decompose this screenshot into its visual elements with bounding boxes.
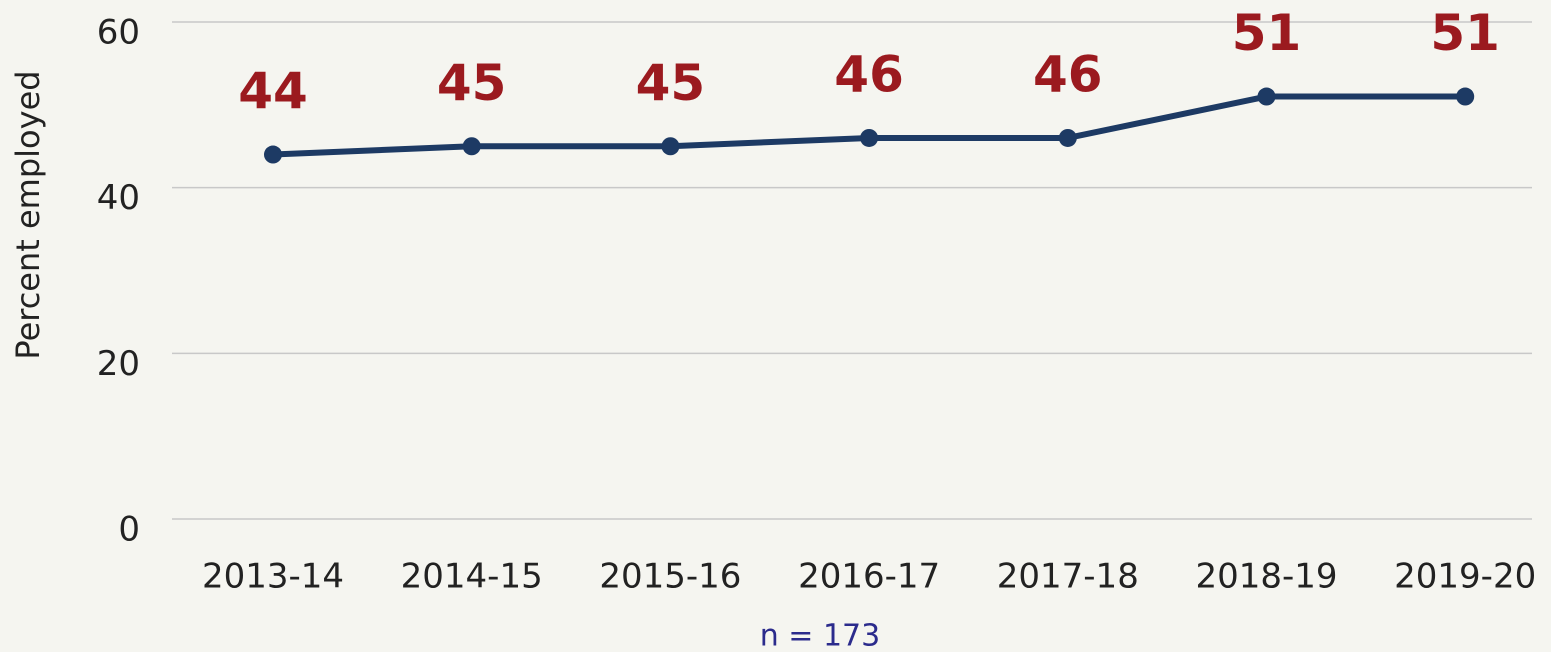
point xyxy=(264,145,282,164)
x-tick-label: 2013-14 xyxy=(202,557,344,597)
note: n = 173 xyxy=(760,619,880,652)
x-tick-label: 2018-19 xyxy=(1195,557,1337,597)
point xyxy=(1058,128,1077,147)
y-tick-label: 20 xyxy=(97,344,140,384)
x-tick-label: 2019-20 xyxy=(1394,557,1536,597)
y-tick-label: 60 xyxy=(97,13,140,53)
data-label: 46 xyxy=(834,45,904,103)
y-tick-label: 40 xyxy=(97,178,140,218)
x-tick-label: 2016-17 xyxy=(798,557,940,597)
y-axis-label: Percent employed xyxy=(9,70,47,359)
point xyxy=(1257,87,1276,106)
x-tick-label: 2014-15 xyxy=(401,557,543,597)
point xyxy=(860,128,879,147)
y-tick-label: 0 xyxy=(118,510,140,550)
point xyxy=(1456,87,1475,106)
point xyxy=(462,137,481,156)
data-label: 46 xyxy=(1033,45,1103,103)
data-label: 51 xyxy=(1430,4,1500,62)
x-tick-label: 2015-16 xyxy=(599,557,741,597)
x-tick-label: 2017-18 xyxy=(997,557,1139,597)
data-label: 45 xyxy=(636,54,706,112)
data-label: 44 xyxy=(238,62,308,120)
data-label: 45 xyxy=(437,54,507,112)
point xyxy=(661,137,680,156)
data-label: 51 xyxy=(1232,4,1302,62)
